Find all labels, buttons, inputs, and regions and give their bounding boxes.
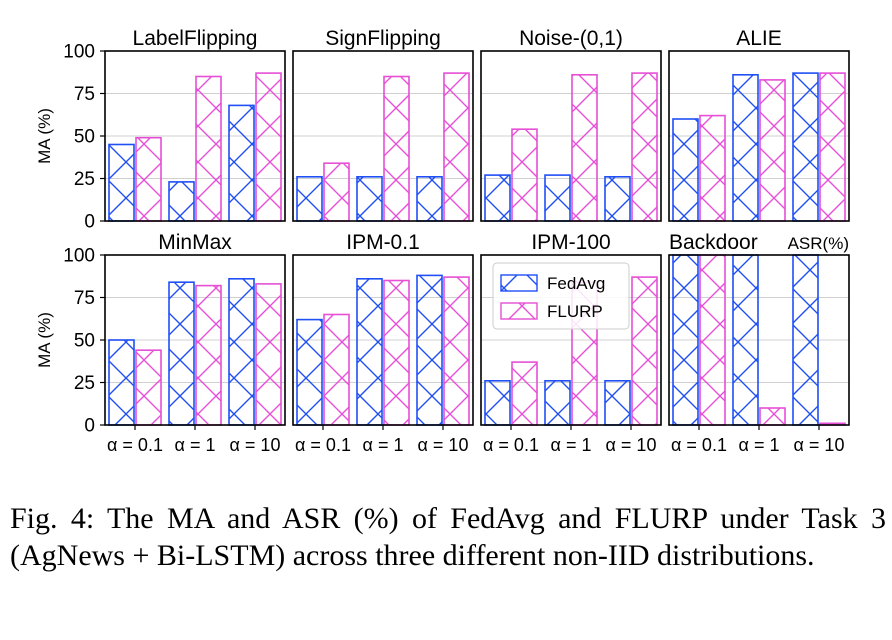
x-tick-label: α = 1 — [363, 435, 404, 455]
bar-fedavg-ipm-0-1-1 — [296, 318, 323, 426]
y-tick-label: 50 — [74, 127, 95, 148]
y-tick-label: 0 — [84, 416, 95, 437]
panel-signflipping: SignFlipping — [292, 27, 474, 222]
panel-title: IPM-0.1 — [346, 231, 420, 254]
y-tick-label: 100 — [63, 42, 95, 63]
bar-fedavg-backdoor-2 — [732, 254, 759, 426]
legend-label-flurp: FLURP — [547, 302, 603, 321]
bar-flurp-ipm-0-1-3 — [443, 276, 470, 426]
legend-swatch-fedavg — [500, 274, 538, 292]
bar-fedavg-labelflipping-2 — [168, 181, 195, 222]
panel-alie: ALIE — [668, 27, 850, 222]
panel-frame — [292, 50, 474, 222]
bar-fedavg-ipm-100-2 — [544, 379, 571, 426]
y-tick-label: 25 — [74, 373, 95, 394]
bar-flurp-minmax-3 — [255, 283, 282, 426]
x-tick-label: α = 0.1 — [671, 435, 727, 455]
panel-backdoor: Backdoor ASR(%) α = 0.1 α = 1 α = 10 — [668, 231, 850, 455]
y-tick-label: 50 — [74, 331, 95, 352]
bar-flurp-ipm-0-1-1 — [323, 313, 350, 426]
bar-fedavg-signflipping-1 — [296, 176, 323, 222]
bar-fedavg-ipm-0-1-3 — [416, 274, 443, 426]
x-tick-label: α = 1 — [551, 435, 592, 455]
panels-layer: LabelFlipping 0 25 50 75 100 MA (%) SignFlippin… — [35, 27, 850, 455]
x-tick-label: α = 1 — [175, 435, 216, 455]
figure-caption: Fig. 4: The MA and ASR (%) of FedAvg and… — [10, 502, 886, 572]
x-tick-label: α = 0.1 — [295, 435, 351, 455]
bar-fedavg-labelflipping-3 — [228, 104, 255, 222]
bar-flurp-ipm-0-1-2 — [383, 279, 410, 426]
bar-flurp-signflipping-1 — [323, 162, 350, 222]
bar-fedavg-minmax-3 — [228, 277, 255, 426]
x-tick-label: α = 0.1 — [107, 435, 163, 455]
bar-fedavg-backdoor-1 — [672, 254, 699, 426]
legend: FedAvg FLURP — [492, 262, 630, 330]
x-tick-label: α = 10 — [418, 435, 469, 455]
panel-title: SignFlipping — [325, 27, 441, 50]
bar-flurp-noise-0-1-2 — [571, 74, 598, 222]
x-tick-label: α = 10 — [606, 435, 657, 455]
y-tick-label: 100 — [63, 246, 95, 267]
bar-fedavg-signflipping-3 — [416, 176, 443, 222]
bar-flurp-labelflipping-2 — [195, 75, 222, 222]
panel-frame — [480, 50, 662, 222]
y-tick-label: 75 — [74, 84, 95, 105]
bar-flurp-signflipping-2 — [383, 75, 410, 222]
panel-labelflipping: LabelFlipping 0 25 50 75 100 MA (%) — [35, 27, 286, 233]
bar-flurp-labelflipping-1 — [135, 136, 162, 222]
panel-title: Backdoor — [669, 231, 758, 254]
bar-flurp-alie-1 — [699, 114, 726, 222]
panel-title: MinMax — [158, 231, 232, 254]
panel-subtitle: ASR(%) — [788, 234, 849, 253]
bar-flurp-ipm-100-1 — [511, 361, 538, 426]
bar-flurp-backdoor-2 — [759, 407, 786, 426]
bar-flurp-alie-3 — [819, 72, 846, 222]
x-tick-label: α = 1 — [739, 435, 780, 455]
y-tick-label: 75 — [74, 288, 95, 309]
bar-flurp-backdoor-1 — [699, 254, 726, 426]
bar-flurp-noise-0-1-3 — [631, 72, 658, 222]
panel-title: IPM-100 — [531, 231, 610, 254]
bar-fedavg-signflipping-2 — [356, 176, 383, 222]
y-tick-label: 0 — [84, 212, 95, 233]
bar-fedavg-ipm-0-1-2 — [356, 277, 383, 426]
bar-fedavg-noise-0-1-2 — [544, 174, 571, 222]
panel-ipm-0-1: IPM-0.1 α = 0.1 α = 1 α = 10 — [292, 231, 474, 455]
y-tick-label: 25 — [74, 169, 95, 190]
bar-fedavg-ipm-100-1 — [484, 379, 511, 426]
bar-flurp-minmax-2 — [195, 284, 222, 426]
bar-fedavg-alie-1 — [672, 118, 699, 222]
panel-noise-0-1: Noise-(0,1) — [480, 27, 662, 222]
panel-title: Noise-(0,1) — [519, 27, 623, 50]
chart-figure: LabelFlipping 0 25 50 75 100 MA (%) SignFlippin… — [35, 27, 850, 455]
bar-flurp-alie-2 — [759, 79, 786, 222]
bar-fedavg-minmax-2 — [168, 281, 195, 426]
bar-flurp-noise-0-1-1 — [511, 128, 538, 222]
panel-frame — [668, 50, 850, 222]
bar-fedavg-noise-0-1-1 — [484, 174, 511, 222]
bar-fedavg-minmax-1 — [108, 339, 135, 426]
y-axis-label: MA (%) — [35, 108, 54, 164]
bar-flurp-minmax-1 — [135, 349, 162, 426]
panel-ipm-100: IPM-100 α = 0.1 α = 1 α = 10 FedAvg FLURP — [480, 231, 662, 455]
bar-flurp-labelflipping-3 — [255, 72, 282, 222]
bar-fedavg-alie-3 — [792, 72, 819, 222]
panel-title: ALIE — [736, 27, 782, 50]
bar-fedavg-ipm-100-3 — [604, 379, 631, 426]
bar-flurp-ipm-100-3 — [631, 276, 658, 426]
panel-title: LabelFlipping — [133, 27, 258, 50]
x-tick-label: α = 0.1 — [483, 435, 539, 455]
legend-label-fedavg: FedAvg — [547, 274, 605, 293]
panel-minmax: MinMax 0 25 50 75 100 MA (%) α = 0.1 α = 1 α = 10 — [35, 231, 286, 455]
bar-fedavg-labelflipping-1 — [108, 143, 135, 222]
x-tick-label: α = 10 — [230, 435, 281, 455]
bar-fedavg-alie-2 — [732, 74, 759, 222]
bar-fedavg-noise-0-1-3 — [604, 176, 631, 222]
legend-swatch-flurp — [500, 302, 538, 320]
x-tick-label: α = 10 — [794, 435, 845, 455]
bar-flurp-signflipping-3 — [443, 72, 470, 222]
y-axis-label: MA (%) — [35, 312, 54, 368]
bar-fedavg-backdoor-3 — [792, 254, 819, 426]
